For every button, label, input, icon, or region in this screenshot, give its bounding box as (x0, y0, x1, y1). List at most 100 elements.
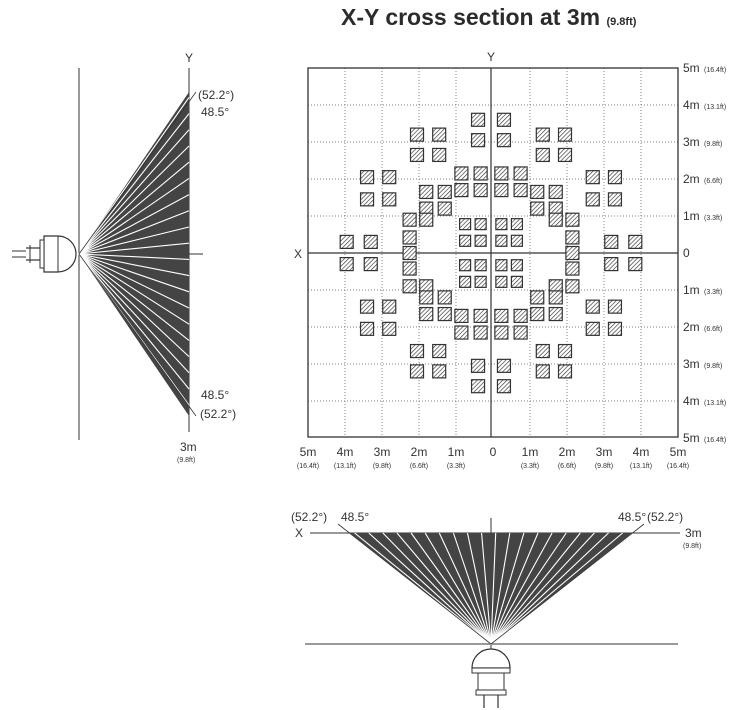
detection-zone (382, 170, 397, 185)
detection-ray-gap (78, 145, 190, 255)
detection-zone (628, 257, 643, 272)
bottom-scale-label-ft: (6.6ft) (558, 463, 576, 470)
detection-ray-gap (481, 532, 492, 645)
detection-zone (496, 133, 512, 148)
right-scale-label: 5m (683, 431, 700, 445)
detection-zone (459, 259, 472, 272)
side-outer-boundary-top (78, 91, 197, 255)
bottom-scale-label-ft: (3.3ft) (447, 463, 465, 470)
right-scale-label: 5m (683, 61, 700, 75)
detection-zone (535, 364, 550, 379)
front-outer-boundary-left (337, 523, 492, 645)
bottom-scale-label-ft: (13.1ft) (334, 463, 356, 470)
detection-zone (409, 343, 425, 359)
detection-zone (402, 279, 417, 294)
detection-zone (432, 343, 447, 359)
title-main: X-Y cross section at 3m (341, 4, 601, 30)
detection-zone (437, 290, 452, 305)
detection-zone (473, 183, 488, 198)
detection-zone (607, 321, 623, 336)
detection-ray-gap (78, 253, 190, 293)
detection-zone (382, 321, 397, 336)
detection-zone (402, 261, 417, 276)
front-view: (52.2°) 48.5° 48.5° (52.2°) X 3m (9.8ft) (291, 510, 702, 708)
detection-ray-gap (466, 532, 492, 645)
bottom-scale-label: 1m (448, 445, 465, 459)
detection-zone (474, 275, 487, 288)
bottom-scale-label-ft: (9.8ft) (373, 463, 391, 470)
detection-zone (535, 147, 550, 163)
detection-zone (535, 343, 550, 359)
bottom-scale-label-ft: (3.3ft) (521, 463, 539, 470)
right-scale-label: 1m (683, 283, 700, 297)
right-scale-label: 4m (683, 98, 700, 112)
side-axis-y: Y (185, 51, 193, 65)
detection-ray-gap (354, 532, 492, 645)
detection-zone (494, 325, 509, 340)
detection-zone (548, 306, 563, 322)
detection-zone (409, 127, 425, 142)
detection-zone (557, 364, 573, 379)
right-scale-label-ft: (9.8ft) (704, 141, 722, 148)
detection-zone (419, 306, 434, 322)
detection-zone (339, 234, 354, 249)
bottom-scale-label: 2m (411, 445, 428, 459)
detection-zone (432, 364, 447, 379)
detection-zone (585, 299, 600, 314)
detection-zone (454, 183, 469, 198)
detection-zone (419, 212, 434, 227)
detection-zone (459, 218, 472, 231)
detection-zone (402, 212, 417, 227)
detection-zone (548, 290, 563, 305)
detection-zone (565, 212, 580, 227)
sensor-front-icon (471, 648, 511, 708)
detection-zone (470, 379, 486, 394)
detection-ray-gap (452, 532, 492, 645)
detection-ray-gap (78, 253, 190, 374)
front-detection-fan (337, 523, 645, 645)
detection-zone (494, 308, 509, 323)
detection-ray-gap (78, 253, 190, 325)
detection-zone (494, 183, 509, 198)
right-scale-label-ft: (9.8ft) (704, 363, 722, 370)
detection-ray-gap (78, 226, 190, 255)
bottom-scale-label: 2m (559, 445, 576, 459)
detection-ray-gap (78, 242, 190, 255)
detection-ray-gap (490, 532, 581, 645)
detection-zone (513, 166, 528, 181)
right-scale-label-ft: (16.4ft) (704, 437, 726, 444)
detection-zone (494, 166, 509, 181)
detection-zone (585, 170, 600, 185)
right-scale-label: 1m (683, 209, 700, 223)
detection-zone (557, 127, 573, 142)
detection-zone (419, 290, 434, 305)
detection-zone (454, 325, 469, 340)
detection-zone (604, 257, 619, 272)
front-distance: 3m (685, 526, 702, 540)
detection-zone (402, 245, 417, 261)
detection-fan-fill (350, 533, 632, 644)
detection-zone (565, 261, 580, 276)
detection-zone (604, 234, 619, 249)
detection-zone (495, 275, 508, 288)
bottom-scale-label: 0 (490, 445, 497, 459)
detection-ray-gap (490, 532, 567, 645)
right-scale-label: 3m (683, 135, 700, 149)
xy-grid-panel: Y X 5m (16.4ft) 4m (13.1ft) 3m (9.8ft) 2m (6.6f… (294, 50, 726, 470)
detection-zone (510, 259, 523, 272)
detection-ray-gap (424, 532, 492, 645)
front-outer-boundary-right (490, 523, 645, 645)
side-inner-angle-bottom: 48.5° (201, 388, 229, 402)
right-scale-label: 0 (683, 246, 690, 260)
detection-zone (530, 290, 545, 305)
detection-zone (607, 170, 623, 185)
detection-zone (359, 192, 375, 207)
sensor-side-icon (12, 235, 77, 273)
detection-zone (585, 321, 600, 336)
front-inner-angle-right: 48.5° (618, 510, 646, 524)
detection-zone (409, 147, 425, 163)
detection-zone (470, 112, 486, 127)
detection-zone (473, 166, 488, 181)
